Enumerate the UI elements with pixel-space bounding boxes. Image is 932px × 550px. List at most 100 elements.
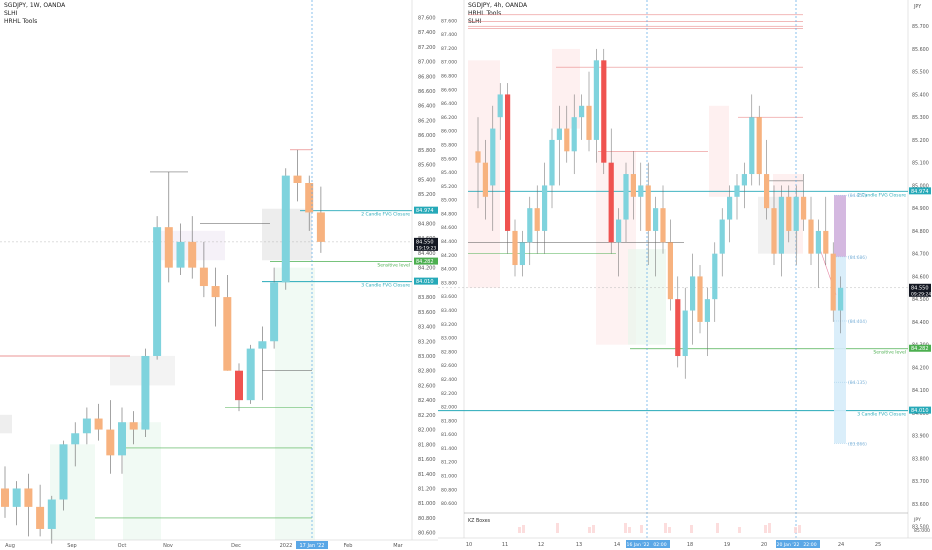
h4-candle-41 <box>778 196 784 254</box>
h4-badge-price <box>909 283 931 297</box>
h4-time-badge-1 <box>626 540 670 548</box>
h4-left-tick-24: 85.400 <box>441 170 457 176</box>
h4-kz-box-9 <box>668 527 671 533</box>
h4-candle-33 <box>719 219 725 254</box>
h4-candle-35 <box>734 185 740 197</box>
h4-candle-6 <box>519 242 525 266</box>
h4-x-tick-6: 19 <box>724 542 730 548</box>
h4-chart[interactable]: 80.600 80.800 81.000 81.200 81.400 81.600 81.8… <box>438 0 932 550</box>
h4-candle-32 <box>712 253 718 300</box>
h4-candle-42 <box>786 196 792 231</box>
h4-left-tick-29: 86.400 <box>441 101 457 107</box>
h4-left-tick-32: 87.000 <box>441 60 457 66</box>
h4-kz-box-0 <box>518 527 521 533</box>
h4-right-tick-6: 84.100 <box>912 388 929 394</box>
h4-candle-30 <box>697 276 703 322</box>
weekly-title: SGDJPY, 1W, OANDA <box>4 2 66 9</box>
h4-left-tick-19: 84.400 <box>441 239 457 245</box>
weekly-x-tick-1: Sep <box>67 543 76 549</box>
weekly-y-tick-34: 87.400 <box>418 30 436 36</box>
h4-left-tick-35: 87.600 <box>441 18 457 24</box>
h4-left-tick-18: 84.200 <box>441 253 457 259</box>
weekly-candle-21 <box>246 348 255 401</box>
h4-candle-11 <box>556 128 562 140</box>
weekly-candle-17 <box>199 267 208 287</box>
h4-left-tick-14: 83.400 <box>441 308 457 314</box>
weekly-candle-26 <box>305 182 314 213</box>
h4-right-tick-19: 85.400 <box>912 92 929 98</box>
weekly-y-tick-14: 83.400 <box>418 325 436 331</box>
h4-candle-1 <box>482 162 488 197</box>
h4-left-tick-16: 83.800 <box>441 280 457 286</box>
h4-candle-38 <box>756 117 762 175</box>
h4-left-tick-0: 80.600 <box>441 501 457 507</box>
weekly-candle-12 <box>141 355 150 430</box>
weekly-candle-4 <box>47 499 56 529</box>
weekly-y-tick-12: 83.000 <box>418 354 436 360</box>
h4-kz-box-3 <box>588 527 591 533</box>
h4-candle-2 <box>490 128 496 186</box>
weekly-y-tick-19: 84.400 <box>418 251 436 257</box>
weekly-panel: SGDJPY, 1W, OANDA SLHI HRHL Tools 80.600… <box>0 0 438 550</box>
h4-projection-label-4: (83.866) <box>848 441 867 447</box>
h4-candle-36 <box>741 174 747 186</box>
h4-right-tick-1: 83.600 <box>912 502 929 508</box>
weekly-x-tick-4: Dec <box>231 543 241 549</box>
weekly-chart[interactable]: 80.600 80.800 81.000 81.200 81.400 81.600 81.8… <box>0 0 438 550</box>
h4-sensitive-label: Sensitive level <box>873 350 906 356</box>
weekly-y-tick-2: 81.000 <box>418 501 436 507</box>
h4-candle-3 <box>497 94 503 118</box>
h4-x-tick-4: 14 <box>614 542 620 548</box>
h4-candle-15 <box>586 105 592 140</box>
h4-kz-box-12 <box>738 527 741 533</box>
h4-right-tick-11: 84.600 <box>912 274 929 280</box>
h4-candle-13 <box>571 117 577 152</box>
weekly-candle-15 <box>176 241 185 268</box>
h4-x-tick-9: 25 <box>875 542 881 548</box>
h4-candle-5 <box>512 230 518 266</box>
h4-candle-19 <box>616 219 622 243</box>
h4-x-tick-5: 18 <box>687 542 693 548</box>
h4-kz-box-10 <box>690 525 693 533</box>
weekly-y-tick-32: 87.000 <box>418 60 436 66</box>
h4-projection-box-upper <box>834 195 846 257</box>
weekly-candle-2 <box>24 488 33 507</box>
weekly-y-tick-28: 86.200 <box>418 118 436 124</box>
h4-right-tick-22: 85.700 <box>912 24 929 30</box>
h4-kz-box-4 <box>592 525 595 533</box>
weekly-y-tick-1: 80.800 <box>418 516 436 522</box>
h4-badge-fvg2-text: 84.974 <box>911 189 929 195</box>
h4-kz-box-8 <box>664 523 667 533</box>
h4-projection-label-3: (84.135) <box>848 380 867 386</box>
weekly-candle-3 <box>36 506 45 529</box>
demand-zone-3 <box>275 267 315 540</box>
h4-supply-zone-2 <box>552 48 580 129</box>
h4-projection-label-0: (84.957) <box>848 193 867 199</box>
h4-badge-fvg3 <box>909 406 931 414</box>
weekly-date-label: 17 Jan '22 <box>300 543 325 549</box>
h4-left-tick-25: 85.600 <box>441 156 457 162</box>
h4-candle-23 <box>645 185 651 231</box>
weekly-badge-price-text: 84.550 <box>416 239 434 245</box>
h4-left-tick-26: 85.800 <box>441 142 457 148</box>
weekly-candle-22 <box>258 341 267 349</box>
weekly-candle-10 <box>118 422 126 456</box>
h4-supply-zone-4 <box>709 105 729 197</box>
h4-left-tick-12: 83.000 <box>441 336 457 342</box>
h4-kz-box-1 <box>522 525 525 533</box>
weekly-candle-23 <box>270 282 279 342</box>
h4-right-tick-18: 85.300 <box>912 115 929 121</box>
h4-time-badge-2 <box>776 540 820 548</box>
weekly-x-tick-7: Mar <box>393 543 403 549</box>
h4-candle-10 <box>549 139 555 186</box>
h4-currency-label: JPY <box>913 4 921 10</box>
h4-candle-12 <box>564 128 570 152</box>
weekly-x-tick-6: Feb <box>344 543 353 549</box>
h4-candle-27 <box>675 299 681 357</box>
weekly-badge-fvg2-text: 84.974 <box>416 208 434 214</box>
h4-badge-fvg2 <box>909 187 931 195</box>
weekly-candle-25 <box>293 175 302 183</box>
h4-kz-box-2 <box>556 523 559 533</box>
h4-badge-sensitive <box>909 344 931 352</box>
h4-candle-14 <box>579 105 585 118</box>
